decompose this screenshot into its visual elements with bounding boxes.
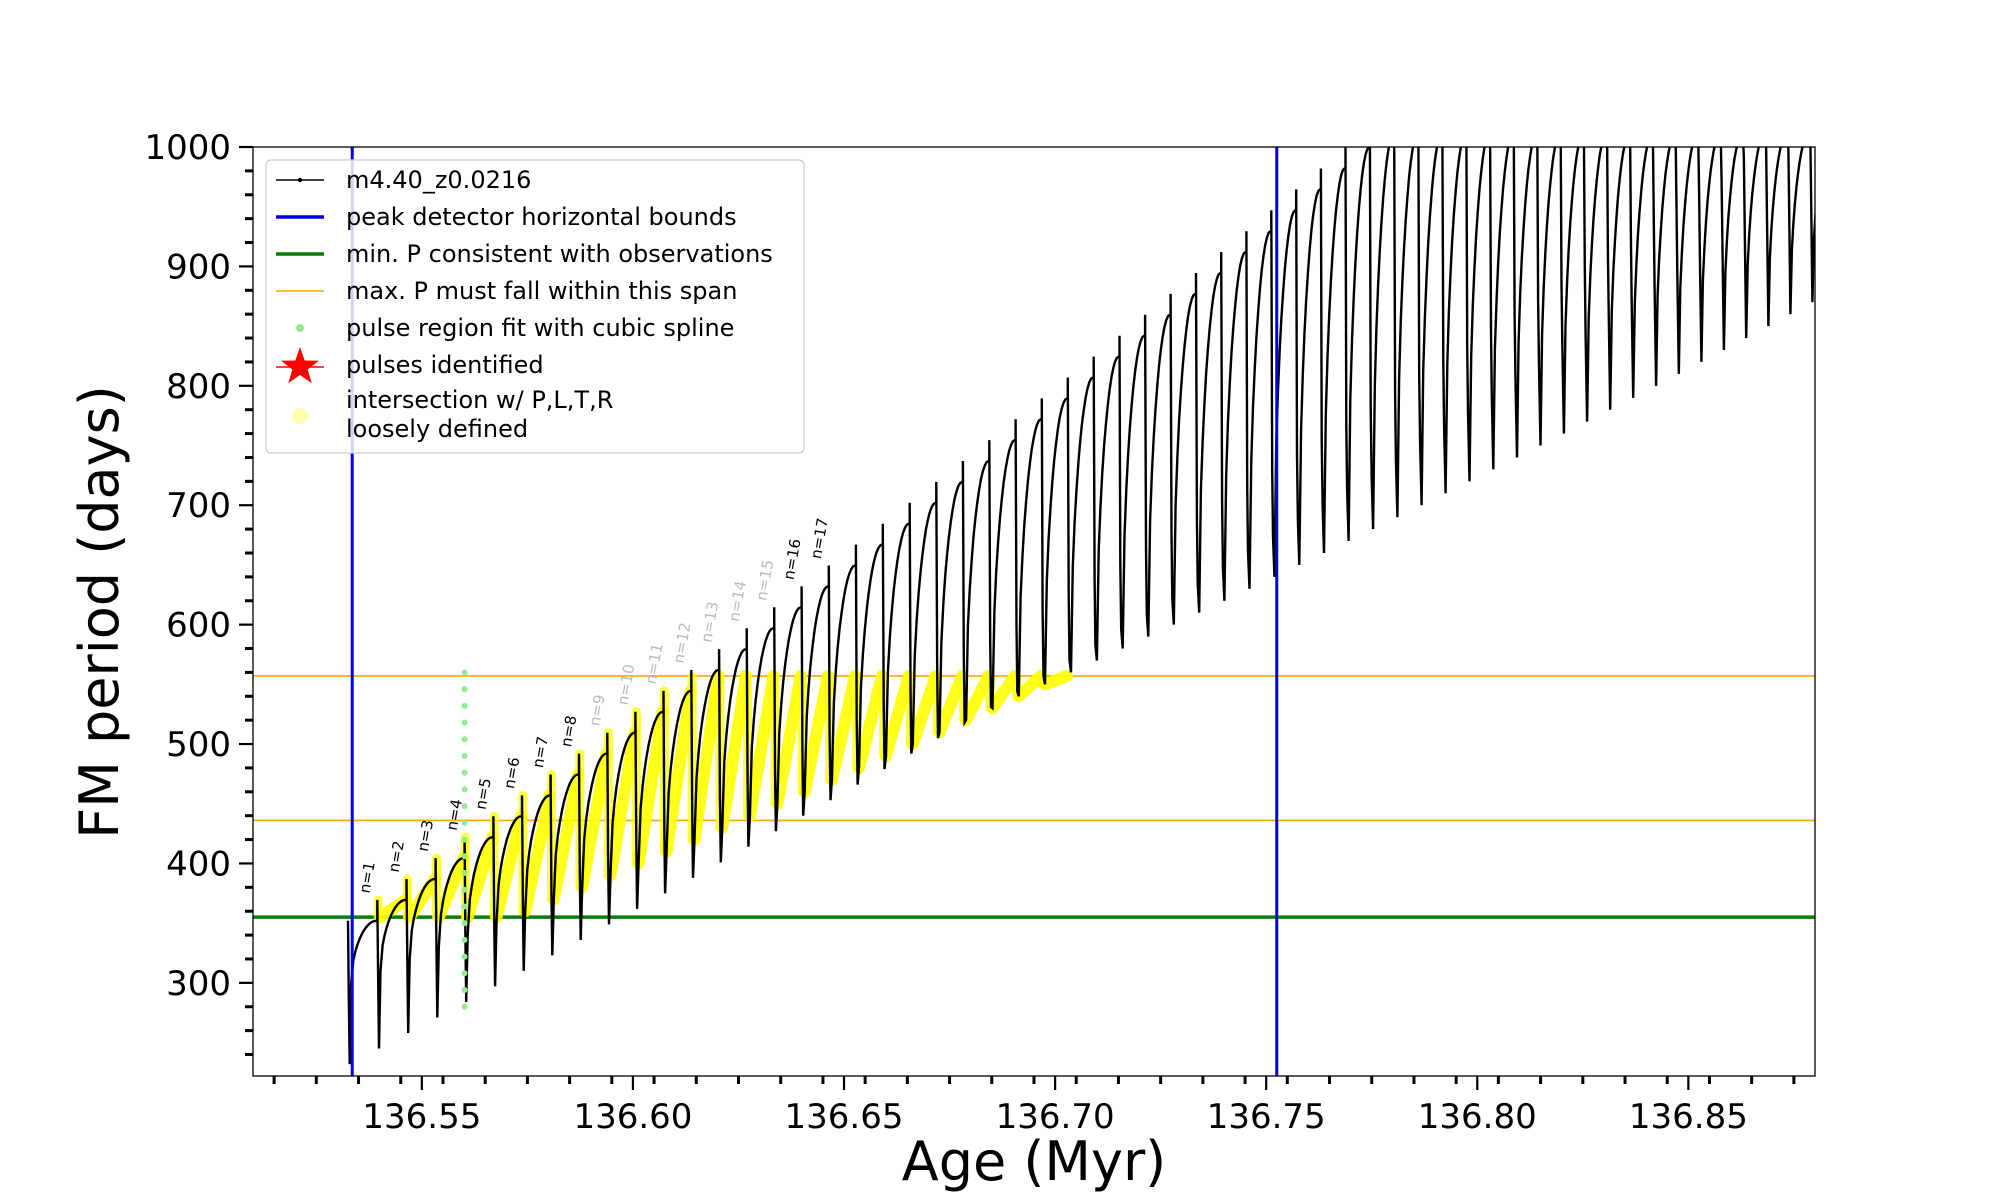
x-axis-ticks: 136.55 136.60 136.65 136.70 136.75 136.80 136.… [272,1076,1796,1137]
spline-point [461,970,468,977]
pulse-label: n=1 [356,860,379,894]
y-tick-label: 500 [166,725,231,765]
pulse-label: n=5 [472,777,495,811]
yellow-band [576,747,613,894]
spline-point [461,886,468,893]
yellow-band [374,893,412,924]
pulse-label: n=4 [443,798,466,832]
spline-point [461,752,468,759]
period-curve-line [346,147,1815,1065]
pulse-label: n=9 [585,693,608,727]
yellow-band [604,726,641,882]
spline-point [461,870,468,877]
yellow-band [716,669,752,834]
y-axis-ticks: 300 400 500 600 700 800 900 1000 [144,128,253,1057]
spline-point [461,920,468,927]
yellow-band [933,669,969,739]
yellow-band [519,789,556,918]
legend-circle-swatch [292,408,308,424]
x-tick-label: 136.65 [785,1097,904,1137]
x-tick-label: 136.75 [1207,1097,1326,1137]
spline-point [461,769,468,776]
spline-point [461,719,468,726]
spline-point [461,702,468,709]
spline-point [461,853,468,860]
spline-point [461,786,468,793]
pulse-label: n=6 [500,756,523,790]
spline-point [461,936,468,943]
spline-point [461,1003,468,1010]
spline-point [461,669,468,676]
x-tick-label: 136.55 [362,1097,481,1137]
legend-box [265,159,805,454]
yellow-band [771,669,807,810]
spline-point [461,803,468,810]
yellow-band [1012,669,1047,703]
y-tick-label: 800 [166,367,231,407]
legend-star-icon [281,347,319,384]
legend-label: min. P consistent with observations [346,240,773,268]
yellow-band [688,669,725,846]
yellow-band [906,669,942,751]
y-tick-label: 1000 [144,128,231,168]
spline-point [461,953,468,960]
legend-dot-swatch [296,324,304,332]
yellow-band [960,669,995,727]
pulse-label: n=7 [529,735,552,769]
y-tick-label: 400 [166,844,231,884]
spline-point [461,736,468,743]
yellow-band [798,669,834,798]
pulse-label: n=2 [385,839,408,873]
yellow-band [1038,669,1073,691]
yellow-band [490,810,528,924]
yellow-band [825,669,862,786]
spline-point [461,819,468,826]
yellow-band [632,705,669,870]
x-tick-label: 136.70 [996,1097,1115,1137]
legend-label: pulses identified [346,351,544,379]
pulse-label: n=3 [414,819,437,853]
x-tick-label: 136.80 [1418,1097,1537,1137]
legend-label: peak detector horizontal bounds [346,203,737,231]
spline-point [461,686,468,693]
pulse-label: n=8 [557,714,580,748]
yellow-band [461,831,499,924]
spline-point [461,903,468,910]
yellow-band [879,669,915,762]
y-tick-label: 900 [166,247,231,287]
legend-label: pulse region fit with cubic spline [346,314,734,342]
yellow-band [986,669,1021,715]
y-tick-label: 700 [166,486,231,526]
y-axis-label: FM period (days) [68,385,131,839]
spline-point [461,987,468,994]
y-tick-label: 600 [166,606,231,646]
spline-point [461,836,468,843]
yellow-band [743,669,780,822]
legend-label: intersection w/ P,L,T,R [346,386,613,414]
spline-fit-points [461,669,468,1010]
yellow-band [547,768,585,906]
period-curve [346,147,1815,1065]
yellow-band [660,684,697,858]
legend-label: loosely defined [346,415,528,443]
x-axis-label: Age (Myr) [902,1130,1167,1193]
yellow-band [853,669,888,774]
legend-dot-swatch [297,177,303,183]
legend-label: max. P must fall within this span [346,277,737,305]
yellow-band [403,872,441,924]
x-tick-label: 136.85 [1629,1097,1748,1137]
y-tick-label: 300 [166,964,231,1004]
legend-label: m4.40_z0.0216 [346,166,531,194]
x-tick-label: 136.60 [573,1097,692,1137]
